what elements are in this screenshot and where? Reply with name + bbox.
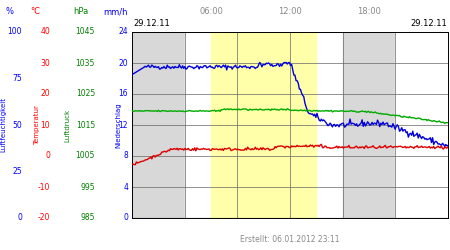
Bar (132, 32, 184, 218)
Text: mm/h: mm/h (103, 8, 127, 16)
Text: 1045: 1045 (76, 28, 95, 36)
Text: 0: 0 (45, 152, 50, 160)
Bar (211, 32, 316, 218)
Text: 40: 40 (40, 28, 50, 36)
Text: hPa: hPa (73, 8, 88, 16)
Text: 10: 10 (40, 120, 50, 130)
Text: Temperatur: Temperatur (34, 105, 40, 145)
Text: 985: 985 (81, 214, 95, 222)
Text: 30: 30 (40, 58, 50, 68)
Text: Niederschlag: Niederschlag (115, 102, 121, 148)
Text: °C: °C (30, 8, 40, 16)
Text: 100: 100 (8, 28, 22, 36)
Text: Erstellt: 06.01.2012 23:11: Erstellt: 06.01.2012 23:11 (240, 236, 340, 244)
Text: Luftfeuchtigkeit: Luftfeuchtigkeit (0, 98, 6, 152)
Text: 20: 20 (118, 58, 128, 68)
Text: 24: 24 (118, 28, 128, 36)
Text: 06:00: 06:00 (199, 8, 223, 16)
Text: 20: 20 (40, 90, 50, 98)
Text: 29.12.11: 29.12.11 (410, 18, 447, 28)
Text: 8: 8 (123, 152, 128, 160)
Text: 75: 75 (12, 74, 22, 83)
Bar (237, 32, 290, 218)
Text: 1035: 1035 (76, 58, 95, 68)
Text: 12:00: 12:00 (278, 8, 302, 16)
Text: 12: 12 (118, 120, 128, 130)
Text: -20: -20 (38, 214, 50, 222)
Text: 18:00: 18:00 (357, 8, 381, 16)
Text: 25: 25 (13, 167, 22, 176)
Text: -10: -10 (38, 182, 50, 192)
Text: 0: 0 (17, 214, 22, 222)
Text: 50: 50 (12, 120, 22, 130)
Text: 1005: 1005 (76, 152, 95, 160)
Bar (290, 32, 342, 218)
Text: 4: 4 (123, 182, 128, 192)
Text: 1015: 1015 (76, 120, 95, 130)
Text: 995: 995 (81, 182, 95, 192)
Bar (342, 32, 396, 218)
Text: Luftdruck: Luftdruck (64, 108, 70, 142)
Text: 1025: 1025 (76, 90, 95, 98)
Text: 0: 0 (123, 214, 128, 222)
Text: 29.12.11: 29.12.11 (133, 18, 170, 28)
Text: 16: 16 (118, 90, 128, 98)
Bar (396, 32, 448, 218)
Bar (184, 32, 237, 218)
Text: %: % (5, 8, 13, 16)
